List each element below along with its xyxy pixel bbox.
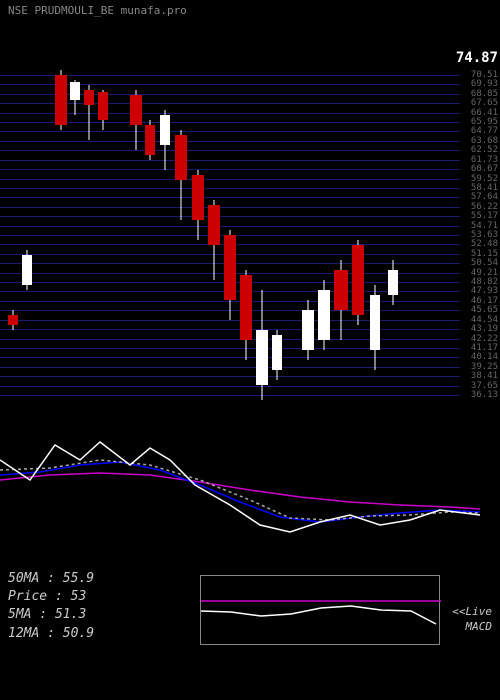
inset-macd-svg <box>201 576 441 646</box>
candlestick-chart: 70.5169.9368.8567.6566.4165.9564.7763.68… <box>0 70 500 400</box>
price-axis-labels: 70.5169.9368.8567.6566.4165.9564.7763.68… <box>458 70 498 400</box>
macd-chart <box>0 430 500 560</box>
stat-5ma: 5MA : 51.3 <box>8 606 94 624</box>
top-price: 74.87 <box>456 50 498 66</box>
stat-12ma: 12MA : 50.9 <box>8 625 94 643</box>
stat-price: Price : 53 <box>8 588 94 606</box>
stat-50ma: 50MA : 55.9 <box>8 570 94 588</box>
macd-svg <box>0 430 500 560</box>
chart-header: NSE PRUDMOULI_BE munafa.pro <box>8 4 187 17</box>
live-label: <<Live <box>452 605 492 618</box>
inset-macd-box <box>200 575 440 645</box>
stats-panel: 50MA : 55.9 Price : 53 5MA : 51.3 12MA :… <box>8 570 94 643</box>
macd-label: MACD <box>466 620 493 633</box>
